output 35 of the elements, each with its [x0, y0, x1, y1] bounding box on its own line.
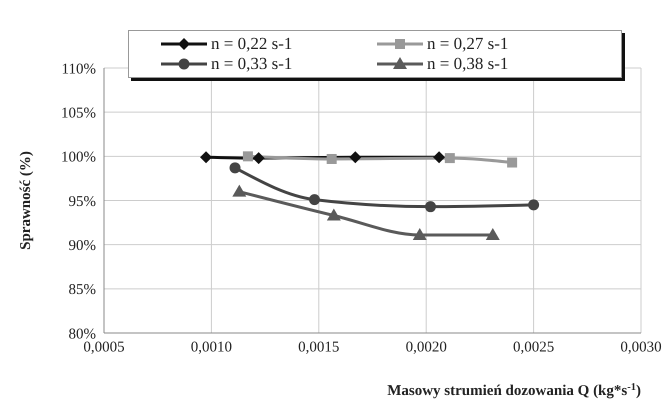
y-tick-label: 95% [68, 194, 96, 210]
point [309, 194, 320, 206]
point [412, 228, 427, 240]
x-axis-title: Masowy strumień dozowania Q (kg*s$^{-1}$) [387, 382, 641, 399]
y-tick-label: 85% [68, 282, 96, 298]
point [349, 151, 362, 164]
x-tick-label: 0,0015 [298, 340, 340, 356]
point [424, 201, 436, 212]
point [528, 199, 540, 210]
point [252, 152, 265, 164]
point [232, 184, 246, 197]
x-tick-label: 0,0020 [406, 340, 447, 356]
legend-label: n = 0,22 s-1 [211, 34, 292, 54]
x-tick-label: 0,0010 [190, 340, 232, 356]
point [326, 154, 337, 164]
y-tick-label: 80% [68, 326, 96, 342]
point [444, 153, 455, 164]
point [230, 162, 241, 174]
point [200, 151, 212, 164]
x-tick-label: 0,0005 [83, 340, 125, 356]
point [507, 158, 518, 168]
y-tick-label: 90% [68, 238, 96, 254]
y-tick-label: 110% [62, 61, 96, 78]
point [326, 208, 341, 221]
legend-label: n = 0,38 s-1 [427, 54, 508, 74]
legend-label: n = 0,33 s-1 [211, 54, 292, 74]
point [433, 151, 446, 164]
point [486, 228, 500, 240]
legend-label: n = 0,27 s-1 [427, 34, 508, 54]
y-tick-label: 100% [61, 150, 96, 166]
y-axis-title: Sprawność (%) [18, 151, 34, 250]
x-tick-label: 0,0025 [512, 340, 554, 356]
y-tick-label: 105% [61, 105, 96, 122]
x-tick-label: 0,0030 [620, 340, 662, 356]
point [242, 151, 253, 162]
